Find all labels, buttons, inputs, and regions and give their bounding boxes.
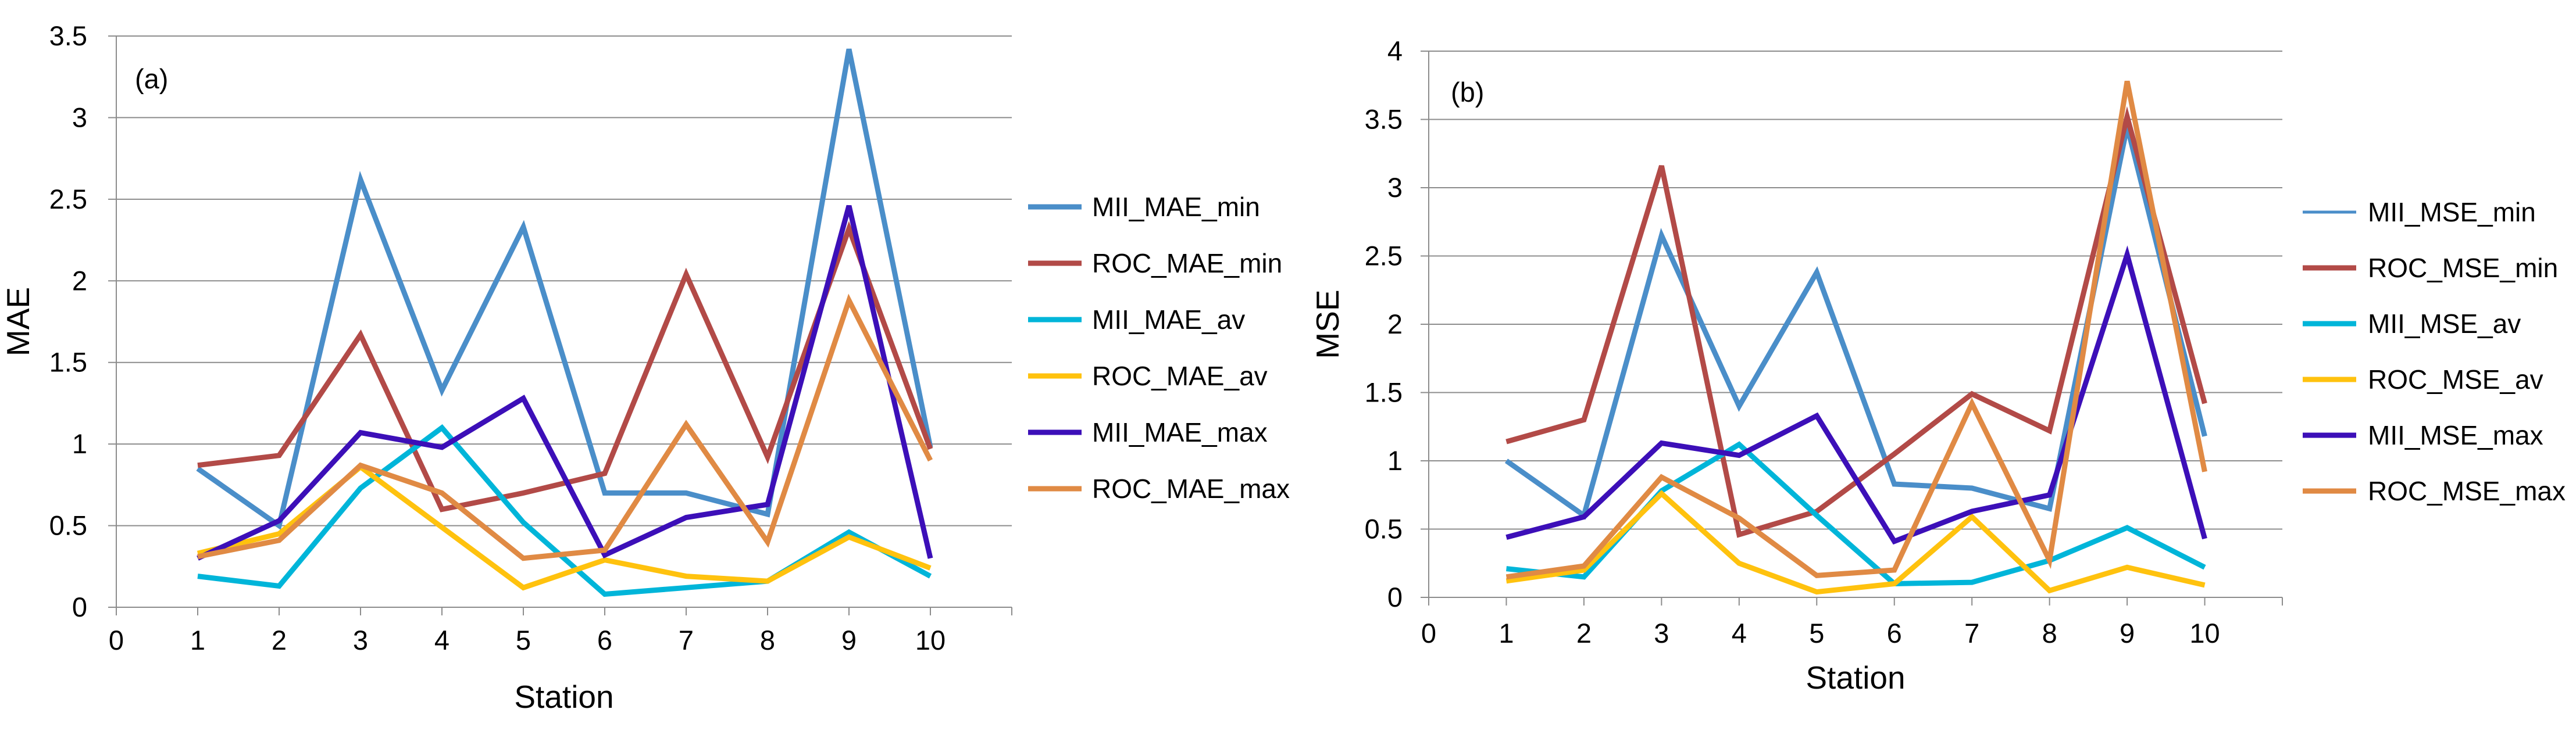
x-axis-label: Station [1806,660,1905,696]
y-tick-label: 1 [1387,445,1403,476]
x-axis-label: Station [514,679,613,715]
y-tick-label: 3 [72,102,87,132]
y-tick-label: 1.5 [1365,377,1403,408]
y-tick-label: 0 [1387,582,1403,612]
x-tick-label: 7 [1964,618,1979,649]
panel-label: (b) [1451,77,1484,108]
x-tick-label: 7 [679,625,694,655]
legend-label: MII_MAE_av [1092,304,1245,335]
legend-label: ROC_MAE_max [1092,474,1290,504]
y-tick-label: 2.5 [1365,241,1403,271]
panel-label: (a) [135,63,168,94]
x-tick-label: 5 [1809,618,1824,649]
y-tick-label: 0.5 [49,510,87,541]
y-tick-label: 1 [72,428,87,459]
series-line-ROC_MSE_max [1505,80,2207,580]
chart-panel-1: 0 0.5 1 1.5 2 2.5 3 3.5 0 1 2 3 4 5 6 7 8 9 10 Station MAE (a… [0,20,1290,715]
legend-label: MII_MSE_min [2368,197,2536,227]
series-line-MII_MSE_av [1506,441,2206,587]
y-tick-label: 2 [72,265,87,296]
y-tick-label: 0 [72,592,87,622]
legend-label: ROC_MAE_min [1092,248,1282,278]
legend-label: ROC_MAE_av [1092,361,1268,391]
series-line-MII_MSE_min [1504,126,2207,520]
x-tick-label: 6 [597,625,612,655]
legend-label: MII_MSE_max [2368,420,2543,450]
series-line-MII_MAE_max [197,205,933,561]
legend-label: MII_MAE_min [1092,192,1260,222]
x-tick-label: 2 [272,625,287,655]
y-tick-label: 1.5 [49,347,87,378]
series-line-MII_MSE_max [1505,245,2207,545]
x-tick-label: 8 [2042,618,2057,649]
y-tick-label: 2.5 [49,184,87,214]
legend-label: MII_MAE_max [1092,417,1268,447]
x-tick-label: 8 [760,625,775,655]
series-line-MII_MAE_min [196,48,933,531]
chart-panel-2: 0 0.5 1 1.5 2 2.5 3 3.5 4 0 1 2 3 4 5 6 7 8 9 10 Station MSE (… [1310,35,2566,696]
y-tick-label: 3.5 [1365,104,1403,135]
x-tick-label: 4 [1732,618,1747,649]
x-tick-label: 3 [1654,618,1669,649]
y-axis-label: MAE [0,287,36,356]
y-tick-label: 3 [1387,172,1403,203]
x-tick-label: 1 [190,625,205,655]
y-axis-label: MSE [1310,289,1346,359]
x-tick-label: 4 [434,625,449,655]
y-tick-label: 4 [1387,35,1403,66]
legend-label: ROC_MSE_av [2368,364,2543,395]
series-line-ROC_MSE_av [1505,490,2206,595]
x-tick-label: 0 [1421,618,1436,649]
legend-label: ROC_MSE_min [2368,253,2558,283]
x-tick-label: 2 [1576,618,1592,649]
x-tick-label: 3 [353,625,368,655]
series-line-ROC_MAE_min [197,221,933,513]
x-tick-label: 6 [1887,618,1902,649]
x-tick-label: 1 [1498,618,1514,649]
series-line-ROC_MSE_min [1505,106,2207,538]
legend-label: ROC_MSE_max [2368,476,2566,506]
x-tick-label: 10 [915,625,946,655]
x-tick-label: 9 [2120,618,2135,649]
x-tick-label: 5 [516,625,531,655]
x-tick-label: 0 [109,625,124,655]
x-tick-label: 10 [2189,618,2220,649]
y-tick-label: 3.5 [49,20,87,51]
x-tick-label: 9 [841,625,857,655]
y-tick-label: 2 [1387,309,1403,339]
legend-label: MII_MSE_av [2368,309,2521,339]
y-tick-label: 0.5 [1365,514,1403,544]
series-line-ROC_MAE_max [197,293,933,561]
